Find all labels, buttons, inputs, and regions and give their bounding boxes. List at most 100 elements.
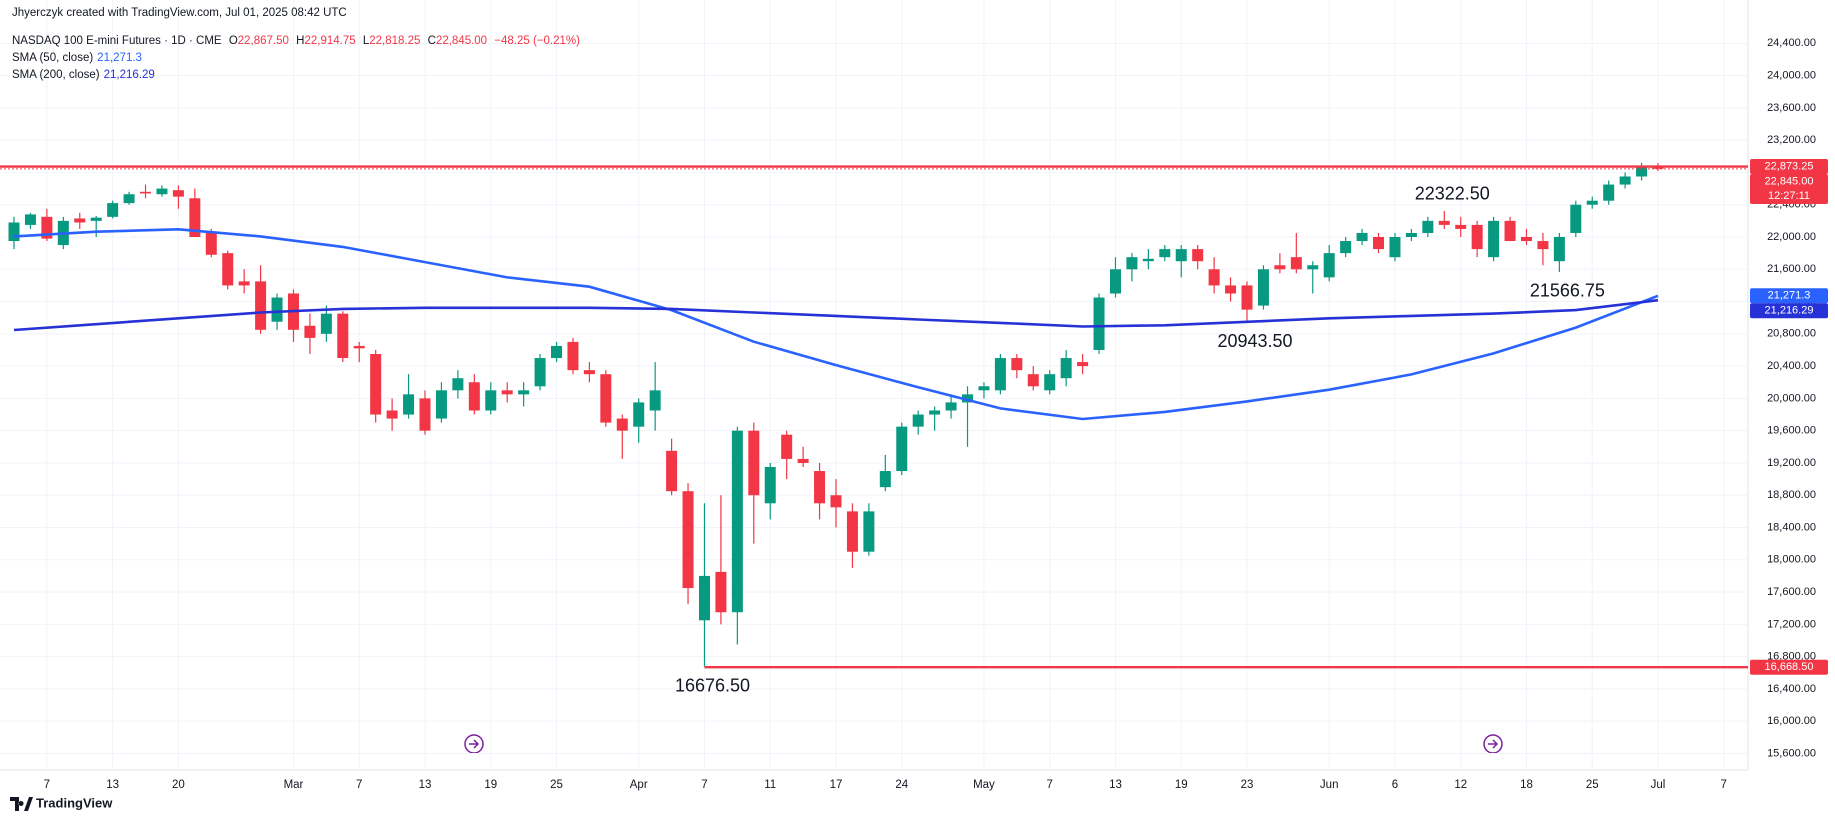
candle-body (189, 198, 201, 238)
candle-body (90, 217, 102, 221)
event-icon[interactable] (1483, 734, 1503, 754)
candle-body (1159, 249, 1171, 258)
annotation: 22322.50 (1415, 184, 1490, 204)
candle-body (1307, 265, 1319, 270)
candle-body (255, 281, 267, 330)
event-arrow (1488, 739, 1499, 749)
candle-body (1373, 237, 1385, 250)
countdown: 12:27:11 (1768, 190, 1810, 202)
axis-price-tag: 22,873.25 (1750, 159, 1828, 175)
candle-body (1422, 220, 1434, 233)
ohlc-key: O (228, 35, 238, 47)
candle-body (140, 191, 152, 194)
candle-body (41, 216, 53, 239)
tag-box (1750, 659, 1828, 675)
event-arrow (469, 739, 480, 749)
sma-name[interactable]: SMA (200, close) (12, 69, 100, 81)
candle-body (600, 374, 612, 423)
candle-body (1570, 204, 1582, 233)
x-tick-label: 12 (1454, 779, 1467, 791)
event-icon[interactable] (464, 734, 484, 754)
y-tick-label: 23,600.00 (1767, 102, 1816, 114)
ohlc-value: 22,818.25 (369, 35, 421, 47)
x-tick-label: May (973, 779, 995, 791)
candle-body (1438, 220, 1450, 225)
y-tick-label: 16,400.00 (1767, 683, 1816, 695)
candle-body (468, 382, 480, 411)
candle-body (222, 253, 234, 286)
ohlc-value: 22,845.00 (435, 35, 488, 47)
candle-body (1537, 241, 1549, 250)
candle-body (1356, 232, 1368, 242)
candle-body (1257, 269, 1269, 306)
candle-body (337, 313, 349, 359)
y-tick-label: 24,000.00 (1767, 70, 1816, 82)
x-tick-label: 13 (106, 779, 119, 791)
candle-body (1093, 297, 1105, 350)
candle-body (912, 414, 924, 427)
x-tick-label: 23 (1241, 779, 1254, 791)
x-tick-label: 19 (484, 779, 497, 791)
candle-body (731, 430, 743, 613)
candles (8, 162, 1664, 667)
candle-body (123, 194, 135, 204)
candle-body (633, 402, 645, 427)
y-tick-label: 21,600.00 (1767, 263, 1816, 275)
candle-body (1290, 257, 1302, 270)
grid (0, 0, 1748, 770)
candle-body (1586, 200, 1598, 205)
candle-body (386, 410, 398, 419)
candle-body (1405, 232, 1417, 238)
candle-body (1241, 285, 1253, 310)
candle-body (978, 386, 990, 391)
axis-price-tag: 16,668.50 (1750, 659, 1828, 675)
candle-body (271, 297, 283, 322)
y-tick-label: 20,400.00 (1767, 360, 1816, 372)
y-tick-label: 23,200.00 (1767, 134, 1816, 146)
sma-name[interactable]: SMA (50, close) (12, 52, 94, 64)
x-tick-label: 7 (1047, 779, 1053, 791)
tag-box (1750, 174, 1828, 205)
x-tick-label: 17 (830, 779, 843, 791)
candle-body (1389, 237, 1401, 258)
brand-logo[interactable] (10, 797, 33, 811)
y-tick-label: 22,000.00 (1767, 231, 1816, 243)
axis-price-tag: 21,216.29 (1750, 303, 1828, 319)
x-tick-label: 7 (44, 779, 50, 791)
candle-body (1504, 220, 1516, 242)
candle-body (1323, 253, 1335, 278)
x-tick-label: 11 (764, 779, 776, 791)
tag-label: 21,216.29 (1765, 305, 1814, 317)
symbol-title[interactable]: NASDAQ 100 E-mini Futures · 1D · CME (12, 35, 222, 47)
y-tick-label: 24,400.00 (1767, 37, 1816, 49)
candle-body (567, 341, 579, 371)
candle-body (682, 491, 694, 589)
candle-body (583, 370, 595, 375)
candle-body (896, 426, 908, 472)
x-tick-label: 7 (356, 779, 362, 791)
candle-body (419, 398, 431, 431)
candle-body (994, 358, 1006, 391)
candle-body (945, 402, 957, 411)
candle-body (715, 571, 727, 613)
sma-value: 21,271.3 (97, 52, 142, 64)
brand-name[interactable]: TradingView (36, 795, 113, 810)
candle-body (666, 450, 678, 492)
sma-value: 21,216.29 (103, 69, 155, 81)
candle-body (320, 313, 332, 334)
candle-body (156, 188, 168, 195)
ohlc-key: C (427, 35, 436, 47)
candle-body (962, 394, 974, 403)
candle-body (1520, 237, 1532, 242)
y-tick-label: 19,200.00 (1767, 457, 1816, 469)
y-tick-label: 18,000.00 (1767, 554, 1816, 566)
candle-body (74, 218, 86, 223)
tag-label: 22,845.00 (1765, 175, 1814, 187)
ohlc-key: H (296, 35, 305, 47)
x-tick-label: 7 (701, 779, 707, 791)
candle-body (1471, 224, 1483, 250)
x-tick-label: Jun (1320, 779, 1339, 791)
candle-body (1208, 269, 1220, 286)
tag-box (1750, 159, 1828, 175)
annotation: 20943.50 (1217, 331, 1292, 351)
